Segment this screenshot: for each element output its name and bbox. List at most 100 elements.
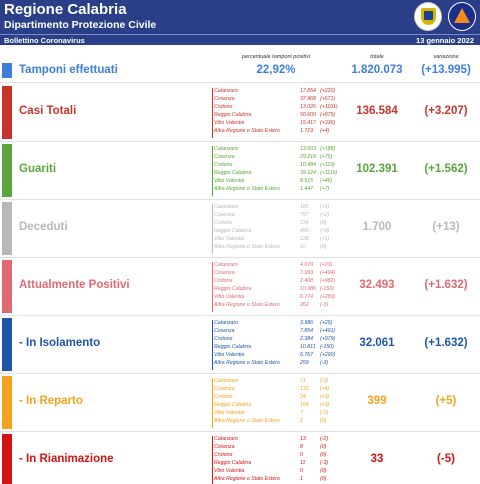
- province-change: (+491): [320, 328, 336, 334]
- province-breakdown: Catanzaro 181 (+1) Cosenza 757 (+2) Crotone 134…: [212, 204, 340, 254]
- province-change: (+7): [320, 186, 330, 192]
- province-name: Catanzaro: [214, 146, 238, 152]
- province-change: (+3): [320, 402, 330, 408]
- province-value: 164: [300, 402, 309, 408]
- province-change: (+220): [320, 88, 336, 94]
- stat-row: - In Isolamento Catanzaro 3.986 (+25) Cosenz…: [0, 316, 480, 374]
- divider: [0, 199, 480, 200]
- province-change: (+4): [320, 128, 330, 134]
- province-change: (-3): [320, 378, 329, 384]
- province-value: 13.026: [300, 104, 316, 110]
- row-change: (-5): [437, 453, 455, 465]
- province-name: Catanzaro: [214, 204, 238, 210]
- column-header-change: variazione: [433, 54, 459, 60]
- province-change: (+1101): [320, 104, 338, 110]
- row-total: 32.061: [359, 337, 395, 349]
- row-total: 33: [370, 453, 384, 465]
- stat-row: Attualmente Positivi Catanzaro 4.070 (+20) C…: [0, 258, 480, 316]
- province-name: Crotone: [214, 336, 233, 342]
- civil-protection-logo-icon: [448, 2, 476, 31]
- province-change: (-2): [320, 436, 329, 442]
- province-value: 262: [300, 302, 309, 308]
- province-name: Crotone: [214, 104, 233, 110]
- province-name: Vibo Valentia: [214, 352, 245, 358]
- province-name: Vibo Valentia: [214, 178, 245, 184]
- province-value: 11: [300, 460, 306, 466]
- province-change: (-150): [320, 344, 334, 350]
- province-change: (-3): [320, 302, 329, 308]
- province-change: (+188): [320, 146, 336, 152]
- province-change: (+1116): [320, 170, 338, 176]
- province-name: Reggio Calabria: [214, 344, 252, 350]
- tamponi-total: 1.820.073: [351, 64, 403, 76]
- row-total: 399: [367, 395, 387, 407]
- tamponi-positivity: 22,92%: [256, 64, 296, 76]
- province-change: (+875): [320, 112, 336, 118]
- tamponi-change: (+13.995): [421, 64, 471, 76]
- province-name: Altra Regione o Stato Estero: [214, 186, 280, 192]
- province-name: Crotone: [214, 394, 233, 400]
- province-change: (0): [320, 418, 327, 424]
- province-change: (+982): [320, 278, 336, 284]
- province-name: Reggio Calabria: [214, 402, 252, 408]
- province-value: 1.447: [300, 186, 313, 192]
- province-name: Crotone: [214, 220, 233, 226]
- row-color-bar: [2, 376, 12, 429]
- province-value: 1.719: [300, 128, 313, 134]
- province-name: Cosenza: [214, 212, 235, 218]
- province-name: Altra Regione o Stato Estero: [214, 128, 280, 134]
- divider: [0, 431, 480, 432]
- region-title: Regione Calabria: [4, 1, 127, 18]
- province-value: 0: [300, 452, 303, 458]
- column-header-total: totale: [370, 54, 384, 60]
- province-name: Vibo Valentia: [214, 410, 245, 416]
- province-name: Reggio Calabria: [214, 286, 252, 292]
- row-label: - In Rianimazione: [19, 453, 114, 465]
- province-change: (+20): [320, 262, 333, 268]
- province-value: 10.484: [300, 162, 316, 168]
- province-change: (+571): [320, 96, 336, 102]
- province-name: Cosenza: [214, 154, 235, 160]
- province-name: Altra Regione o Stato Estero: [214, 302, 280, 308]
- tamponi-row: Tamponi effettuati 22,92% 1.820.073 (+13…: [0, 61, 480, 81]
- breakdown-divider: [212, 146, 213, 196]
- province-value: 134: [300, 220, 309, 226]
- province-change: (+494): [320, 270, 336, 276]
- row-label: Guariti: [19, 163, 57, 175]
- row-change: (+3.207): [424, 105, 468, 117]
- province-change: (+1): [320, 204, 330, 210]
- province-name: Altra Regione o Stato Estero: [214, 360, 280, 366]
- stat-row: - In Reparto Catanzaro 71 (-3) Cosenza 131 (+4…: [0, 374, 480, 432]
- province-breakdown: Catanzaro 13 (-2) Cosenza 8 (0) Crotone 0 (0) Reg…: [212, 436, 340, 484]
- province-value: 181: [300, 204, 309, 210]
- province-breakdown: Catanzaro 4.070 (+20) Cosenza 7.993 (+494) Cro…: [212, 262, 340, 312]
- row-change: (+1.632): [424, 279, 468, 291]
- province-name: Reggio Calabria: [214, 228, 252, 234]
- row-total: 102.391: [356, 163, 398, 175]
- province-breakdown: Catanzaro 17.854 (+220) Cosenza 37.968 (+571)…: [212, 88, 340, 138]
- province-value: 1: [300, 476, 303, 482]
- province-value: 7.993: [300, 270, 313, 276]
- province-name: Catanzaro: [214, 436, 238, 442]
- province-value: 10.986: [300, 286, 316, 292]
- province-value: 3.986: [300, 320, 313, 326]
- province-name: Vibo Valentia: [214, 294, 245, 300]
- province-name: Cosenza: [214, 444, 235, 450]
- province-name: Cosenza: [214, 270, 235, 276]
- row-color-bar: [2, 144, 12, 197]
- province-value: 39.124: [300, 170, 316, 176]
- province-value: 13: [300, 436, 306, 442]
- row-label: Attualmente Positivi: [19, 279, 130, 291]
- row-total: 1.700: [362, 221, 392, 233]
- row-color-bar: [2, 434, 12, 484]
- department-subtitle: Dipartimento Protezione Civile: [4, 19, 157, 31]
- row-color-bar: [2, 260, 12, 313]
- column-header-positivity: percentuale tamponi positivi: [241, 54, 311, 60]
- region-crest-icon: [414, 2, 442, 31]
- province-change: (-3): [320, 460, 329, 466]
- province-value: 490: [300, 228, 309, 234]
- bulletin-bar: Bollettino Coronavirus 13 gennaio 2022: [0, 34, 480, 45]
- breakdown-divider: [212, 262, 213, 312]
- province-name: Catanzaro: [214, 378, 238, 384]
- province-change: (+2): [320, 212, 330, 218]
